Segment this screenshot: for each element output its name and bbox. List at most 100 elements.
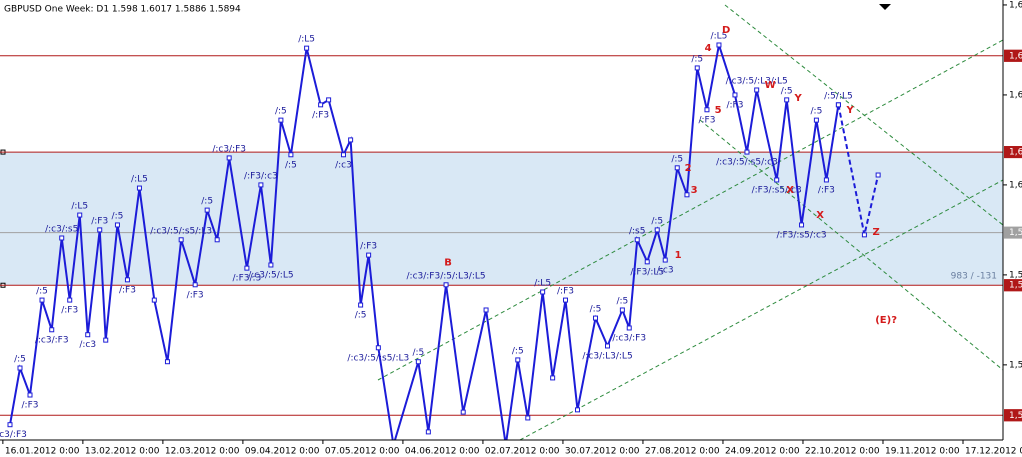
vertex xyxy=(318,102,324,108)
vertex-label: /:5 xyxy=(590,305,602,315)
x-tick-label: 07.05.2012 0:00 xyxy=(325,447,400,457)
vertex xyxy=(124,277,130,283)
vertex-label: /:F3/:3 xyxy=(233,274,262,284)
x-tick-label: 09.04.2012 0:00 xyxy=(245,447,320,457)
vertex-label: /:F3 xyxy=(557,287,574,297)
vertex-label: /:L5 xyxy=(534,278,551,288)
vertex-label: /:L5 xyxy=(711,31,728,41)
vertex xyxy=(97,227,103,233)
x-tick-label: 12.03.2012 0:00 xyxy=(165,447,240,457)
vertex-label: /:5 xyxy=(651,216,663,226)
vertex xyxy=(694,65,700,71)
wave-label: X xyxy=(816,210,824,221)
vertex-label: /:5 xyxy=(811,107,823,117)
vertex xyxy=(684,192,690,198)
vertex xyxy=(164,359,170,365)
y-tick-label: 1,5600 xyxy=(1009,360,1022,370)
vertex-label: /:F3/:s5/:c3 xyxy=(752,185,802,195)
vertex-label: /:5 xyxy=(512,346,524,356)
wave-label: D xyxy=(722,25,730,36)
level-box xyxy=(1004,146,1022,159)
vertex xyxy=(288,152,294,158)
vertex-label: /:5/:L5 xyxy=(824,91,853,101)
vertex xyxy=(644,259,650,265)
vertex xyxy=(340,152,346,158)
vertex-label: /:5 xyxy=(36,287,48,297)
level-label: 1,6287 xyxy=(1009,51,1022,61)
x-tick-label: 17.12.2012 0:00 xyxy=(965,447,1022,457)
wave-label: 1 xyxy=(675,250,682,261)
vertex xyxy=(443,282,449,288)
vertex-label: /:5 xyxy=(355,311,367,321)
vertex xyxy=(460,409,466,415)
level-label: 1,5777 xyxy=(1009,281,1022,291)
wave-label: 3 xyxy=(691,185,698,196)
x-tick-label: 04.06.2012 0:00 xyxy=(405,447,480,457)
wave-label: Z xyxy=(872,227,879,238)
vertex-label: /:F3/:L5 xyxy=(630,267,664,277)
vertex xyxy=(258,182,264,188)
wave-label: 5 xyxy=(715,105,722,116)
vertex xyxy=(662,257,668,263)
vertex-label: /:5 xyxy=(275,107,287,117)
channel-lines xyxy=(377,4,1003,440)
projection-vertex xyxy=(875,172,881,178)
vertex xyxy=(754,87,760,93)
vertex-label: /:c3 xyxy=(79,340,96,350)
vertex xyxy=(192,282,198,288)
vertex-label: /:L5 xyxy=(71,202,88,212)
vertex-label: /:c3 xyxy=(657,266,674,276)
level-label: 1,5488 xyxy=(1009,411,1022,421)
vertex-label: /:F3 xyxy=(91,216,108,226)
x-tick-label: 02.07.2012 0:00 xyxy=(485,447,560,457)
vertex-label: /:c3/:F3 xyxy=(35,335,69,345)
vertex-label: /:c3/:5/:s5/:c3 xyxy=(716,158,778,168)
vertex xyxy=(77,212,83,218)
plot-layer: 983 / -131/:c3/:F3/:5/:F3/:5/:c3/:F3/:c3… xyxy=(0,25,997,440)
vertex xyxy=(136,185,142,191)
vertex-label: /:5 xyxy=(14,355,26,365)
vertex-label: /:F3 xyxy=(187,290,204,300)
x-tick-label: 13.02.2012 0:00 xyxy=(85,447,160,457)
vertex-label: /:c3/:F3/:5/:L3/:L5 xyxy=(407,271,486,281)
vertex xyxy=(550,375,556,381)
vertex-label: /:F3 xyxy=(22,401,39,411)
vertex xyxy=(358,302,364,308)
y-tick-label: 1,6400 xyxy=(1009,0,1022,10)
vertex xyxy=(563,297,569,303)
vertex-label: /:L5 xyxy=(298,35,315,45)
vertex-label: /:5 xyxy=(285,160,297,170)
vertex-label: /:5 xyxy=(201,197,213,207)
vertex xyxy=(619,307,625,313)
x-tick-label: 16.01.2012 0:00 xyxy=(5,447,80,457)
wave-label: W xyxy=(765,80,776,91)
vertex xyxy=(103,337,109,343)
vertex xyxy=(17,365,23,371)
wave-label: (E)? xyxy=(875,315,897,326)
vertex xyxy=(204,207,210,213)
vertex-label: /:F3 xyxy=(818,185,835,195)
vertex xyxy=(114,222,120,228)
y-tick-label: 1,6200 xyxy=(1009,90,1022,100)
wave-label: 2 xyxy=(685,163,692,174)
x-tick-label: 19.11.2012 0:00 xyxy=(885,447,960,457)
vertex-label: /:c3/:F3 xyxy=(0,430,27,440)
vertex xyxy=(634,237,640,243)
y-tick-label: 1,6000 xyxy=(1009,180,1022,190)
vertex xyxy=(799,222,805,228)
vertex-label: /:5 xyxy=(671,154,683,164)
vertex-label: /:c3 xyxy=(335,160,352,170)
vertex xyxy=(744,149,750,155)
vertex xyxy=(366,252,372,258)
vertex xyxy=(626,325,632,331)
zigzag-line xyxy=(9,44,840,440)
vertex xyxy=(278,117,284,123)
zone-layer xyxy=(0,55,1003,416)
vertex-label: /:5 xyxy=(616,296,628,306)
zone xyxy=(0,152,1003,286)
vertex xyxy=(49,327,55,333)
x-tick-label: 27.08.2012 0:00 xyxy=(645,447,720,457)
vertex-label: /:F3 xyxy=(360,242,377,252)
vertex xyxy=(540,289,546,295)
vertex-label: /:5 xyxy=(691,54,703,64)
